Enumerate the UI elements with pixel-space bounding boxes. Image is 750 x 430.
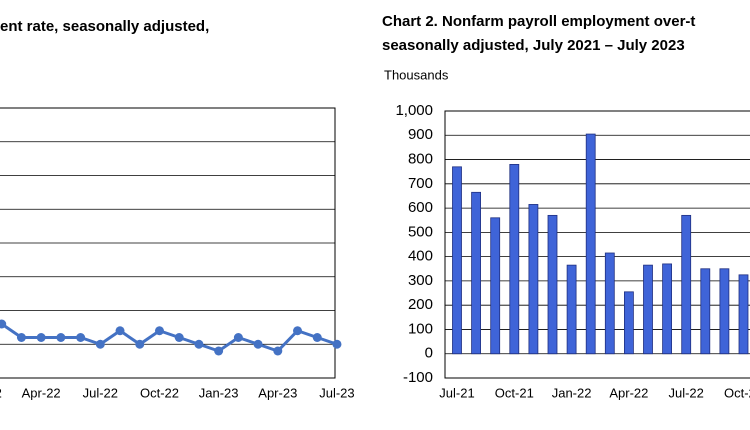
bar [471,191,482,355]
bar [490,217,501,355]
y-tick-label: 600 [408,199,433,216]
data-point [154,326,164,336]
y-tick-label: 100 [408,320,433,337]
x-tick-label: Jan-22 [0,385,2,400]
bar [624,291,634,355]
y-tick-label: 0 [425,345,433,362]
x-tick-label: Jul-22 [668,385,703,400]
plot-frame [0,107,336,379]
bar [719,268,730,355]
data-point [332,339,342,349]
data-point [233,333,243,342]
chart-title: ent rate, seasonally adjusted, [0,18,209,35]
data-point [95,339,105,349]
bar [452,166,462,355]
x-tick-label: Jul-22 [83,385,118,400]
data-point [194,339,204,349]
data-point [293,326,303,336]
bar [585,133,596,355]
data-point [214,346,224,356]
data-point [16,333,26,342]
data-point [273,346,283,356]
x-tick-label: Apr-22 [609,385,648,400]
bar [662,263,672,355]
data-point [115,326,125,336]
data-point [174,333,184,342]
y-tick-label: 900 [408,126,433,143]
bar [681,214,692,355]
bar [528,204,539,355]
data-point [56,333,66,342]
y-tick-label: 500 [408,223,433,240]
y-tick-label: -100 [403,369,433,386]
bar [509,163,520,355]
x-tick-label: Apr-23 [258,385,297,400]
plot-frame [444,110,750,379]
y-tick-label: 700 [408,175,433,192]
data-point [0,319,7,329]
x-tick-label: Oct-22 [140,385,179,400]
x-tick-label: Jul-23 [319,385,354,400]
y-tick-label: 400 [408,248,433,265]
bar [566,264,577,355]
x-tick-label: Oct-21 [495,385,534,400]
x-tick-label: Jan-23 [199,385,239,400]
chart-title: Chart 2. Nonfarm payroll employment over… [382,13,695,30]
y-tick-label: 800 [408,151,433,168]
y-tick-label: 200 [408,296,433,313]
data-point [312,333,322,342]
y-tick-label: 300 [408,272,433,289]
data-line [0,321,338,353]
bar [643,264,653,355]
data-point [36,333,46,342]
bar [738,274,749,355]
bar [604,252,615,355]
bar [700,268,711,355]
x-tick-label: Jul-21 [439,385,474,400]
data-point [253,339,263,349]
x-tick-label: Apr-22 [22,385,61,400]
y-axis-label: Thousands [384,67,449,82]
data-point [135,339,145,349]
chart-title: seasonally adjusted, July 2021 – July 20… [382,37,685,54]
x-tick-label: Jan-22 [552,385,592,400]
bar [547,214,558,355]
y-tick-label: 1,000 [395,102,433,119]
x-tick-label: Oct-22 [724,385,750,400]
data-point [76,333,86,342]
